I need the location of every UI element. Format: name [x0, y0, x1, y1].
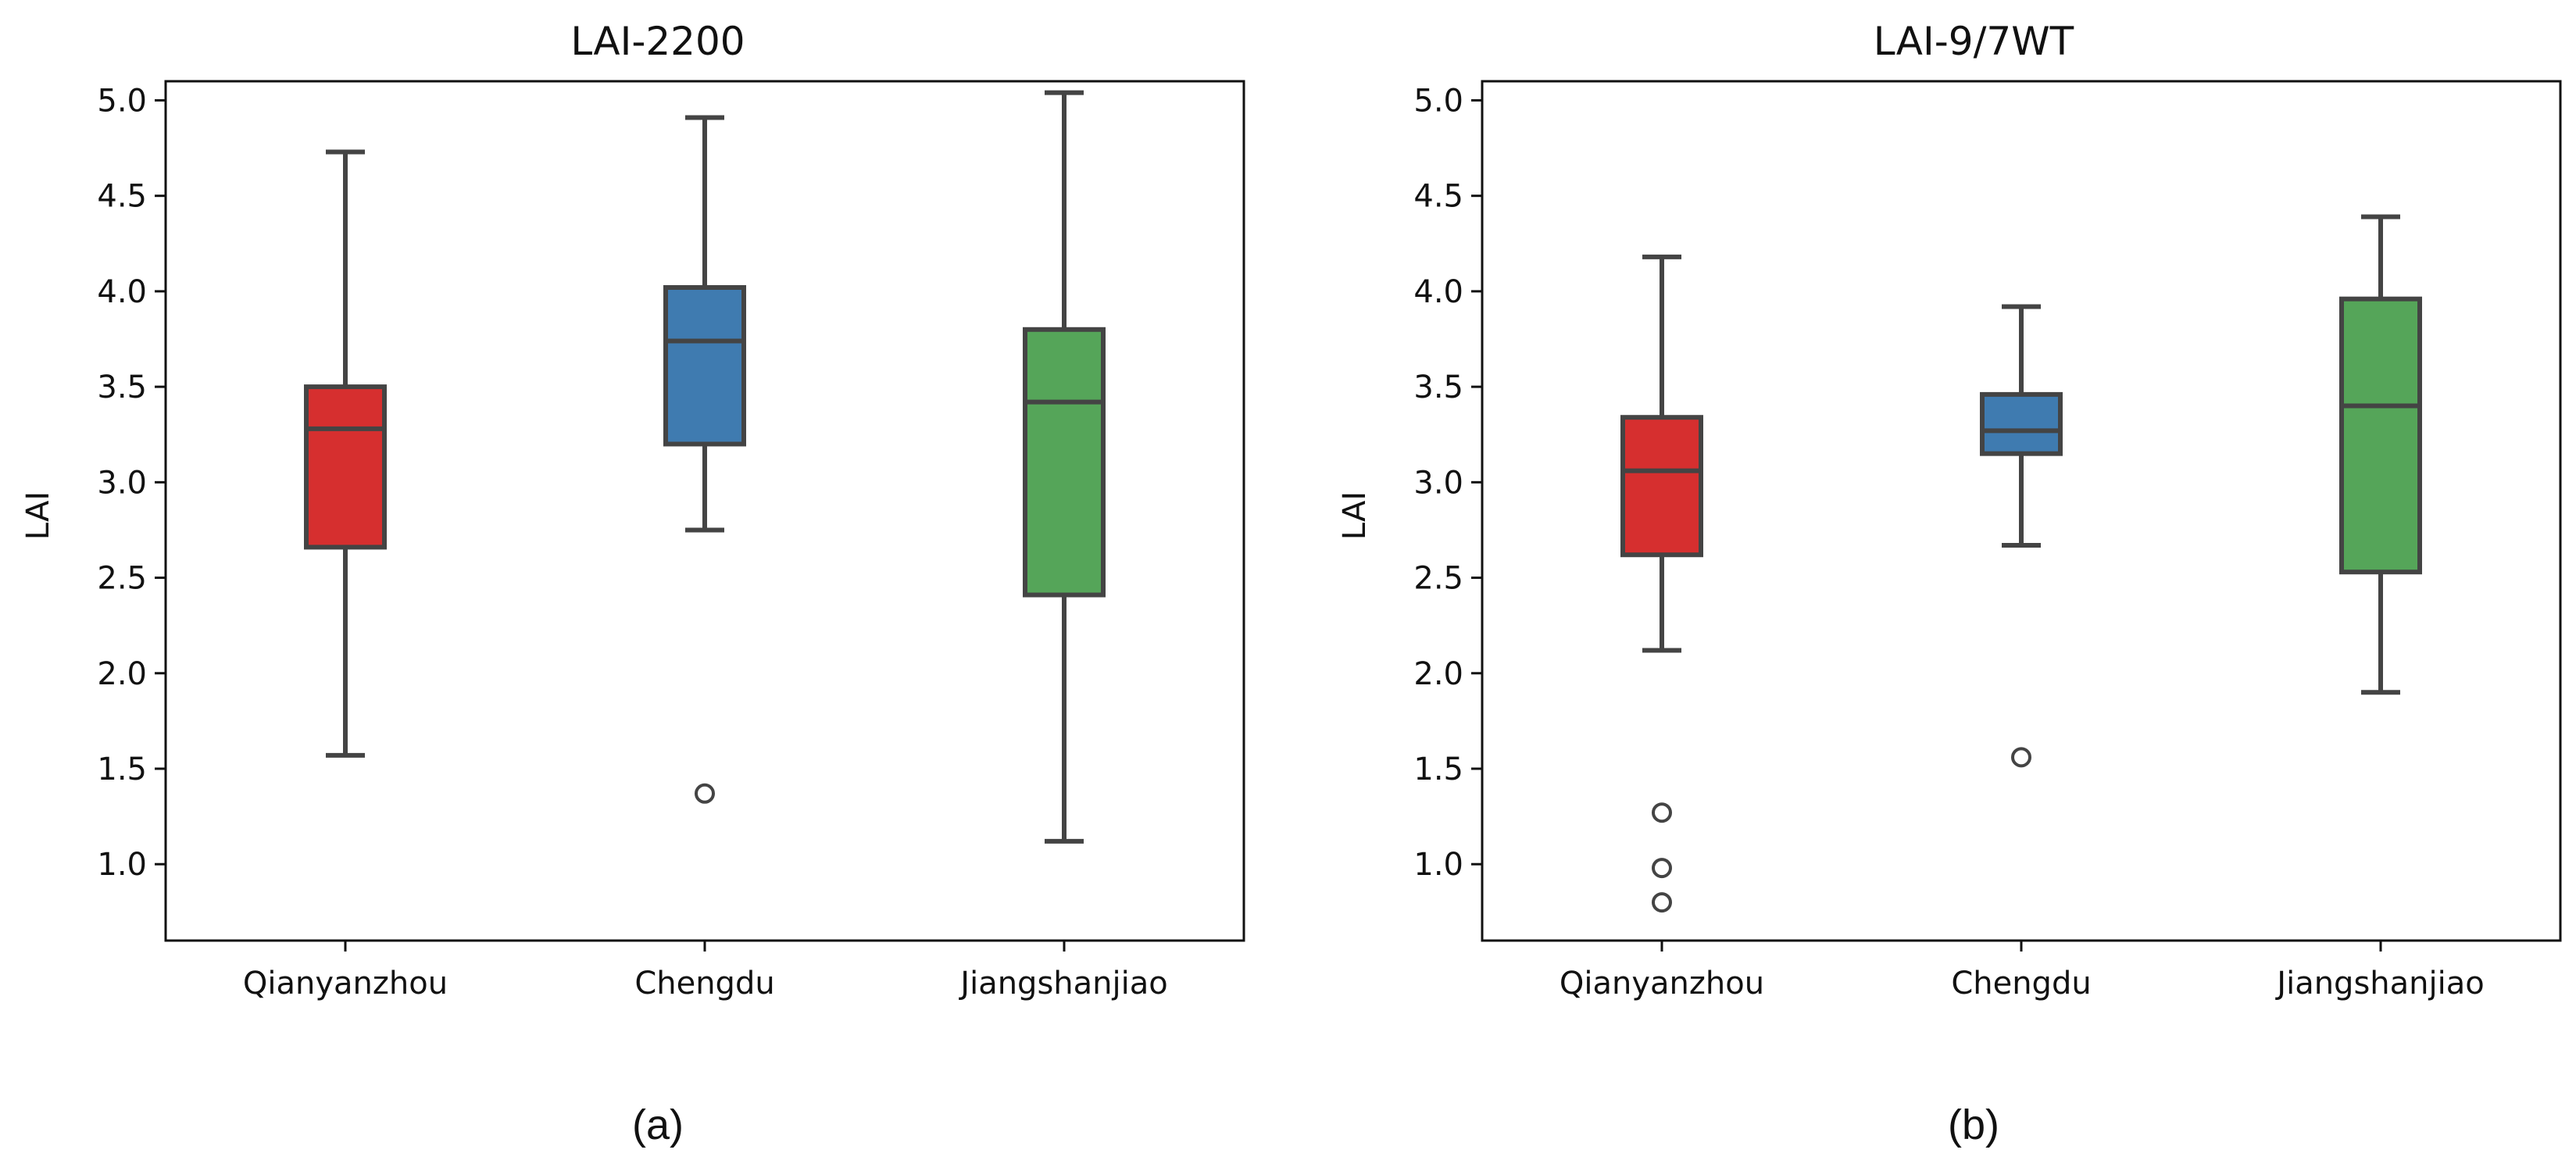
panel-a-y-axis-label: LAI	[20, 491, 56, 540]
panel-a-x-axis: Qianyanzhou Chengdu Jiangshanjiao	[243, 941, 1168, 1002]
panel-a-title: LAI-2200	[570, 19, 745, 64]
panel-a-x-tick-label: Jiangshanjiao	[958, 966, 1167, 1002]
panel-b-y-axis: 1.0 1.5 2.0 2.5 3.0 3.5 4.0 4.5 5.0	[1413, 83, 1482, 883]
panel-a: LAI-2200 1.0 1.5 2.0 2.5 3.0 3.5 4.0 4.5 5.0 Qia…	[20, 19, 1245, 1148]
panel-b-caption: (b)	[1948, 1102, 1999, 1148]
panel-b-x-tick-label: Jiangshanjiao	[2274, 966, 2484, 1002]
panel-b-y-tick-label: 2.0	[1413, 656, 1463, 692]
panel-b: LAI-9/7WT 1.0 1.5 2.0 2.5 3.0 3.5 4.0 4.5 5.0 Qi…	[1337, 19, 2562, 1148]
panel-b-y-axis-label: LAI	[1337, 491, 1373, 540]
panel-a-box-chengdu	[663, 115, 746, 804]
panel-b-box-qianyanzhou	[1620, 254, 1703, 913]
panel-b-y-tick-label: 3.5	[1413, 370, 1463, 405]
panel-a-y-tick-label: 1.0	[97, 847, 147, 883]
outlier-point	[695, 783, 715, 804]
outlier-point	[2011, 747, 2031, 768]
panel-a-y-tick-label: 3.5	[97, 370, 147, 405]
panel-a-y-tick-label: 2.5	[97, 561, 147, 597]
panel-a-box-qianyanzhou	[304, 149, 387, 758]
iqr-box	[304, 384, 387, 550]
panel-a-box-jiangshanjiao	[1023, 90, 1106, 844]
panel-b-y-tick-label: 1.0	[1413, 847, 1463, 883]
panel-b-y-tick-label: 5.0	[1413, 83, 1463, 119]
panel-a-caption: (a)	[632, 1102, 684, 1148]
outlier-point	[1652, 892, 1672, 913]
panel-b-box-jiangshanjiao	[2339, 214, 2422, 695]
panel-b-x-tick-label: Qianyanzhou	[1560, 966, 1764, 1002]
panel-b-y-tick-label: 4.0	[1413, 274, 1463, 310]
panel-a-y-tick-label: 3.0	[97, 465, 147, 501]
iqr-box	[663, 285, 746, 447]
iqr-box	[1620, 415, 1703, 558]
iqr-box	[2339, 296, 2422, 575]
iqr-box	[1023, 327, 1106, 598]
panel-b-y-tick-label: 3.0	[1413, 465, 1463, 501]
panel-b-y-tick-label: 4.5	[1413, 179, 1463, 215]
panel-a-y-tick-label: 1.5	[97, 752, 147, 787]
panel-b-boxes	[1620, 214, 2422, 913]
panel-a-y-tick-label: 4.5	[97, 179, 147, 215]
panel-a-y-tick-label: 4.0	[97, 274, 147, 310]
panel-a-x-tick-label: Qianyanzhou	[243, 966, 448, 1002]
panel-a-y-axis: 1.0 1.5 2.0 2.5 3.0 3.5 4.0 4.5 5.0	[97, 83, 166, 883]
panel-a-x-tick-label: Chengdu	[634, 966, 774, 1002]
panel-b-y-tick-label: 2.5	[1413, 561, 1463, 597]
panel-b-box-chengdu	[1980, 304, 2063, 768]
outlier-point	[1652, 802, 1672, 823]
panel-a-y-tick-label: 2.0	[97, 656, 147, 692]
panel-b-title: LAI-9/7WT	[1874, 19, 2074, 64]
panel-a-y-tick-label: 5.0	[97, 83, 147, 119]
panel-b-x-tick-label: Chengdu	[1951, 966, 2091, 1002]
iqr-box	[1980, 391, 2063, 456]
outlier-point	[1652, 858, 1672, 879]
panel-b-y-tick-label: 1.5	[1413, 752, 1463, 787]
panel-a-boxes	[304, 90, 1106, 844]
panel-b-x-axis: Qianyanzhou Chengdu Jiangshanjiao	[1560, 941, 2485, 1002]
